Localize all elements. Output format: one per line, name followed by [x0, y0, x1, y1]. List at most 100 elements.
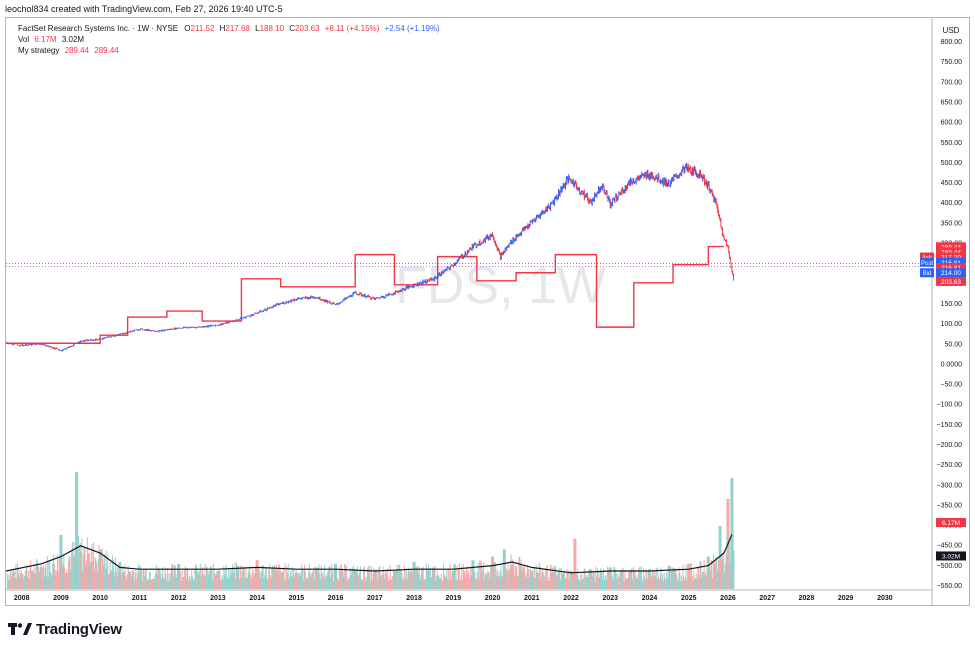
volume-bar [358, 574, 360, 589]
volume-bar [699, 560, 701, 589]
volume-bar [387, 567, 389, 589]
volume-bar [190, 577, 192, 589]
volume-bar [141, 580, 143, 589]
volume-bar [300, 572, 302, 589]
volume-bar [624, 570, 626, 589]
volume-bar [628, 571, 630, 589]
volume-bar [430, 577, 432, 589]
volume-bar [368, 573, 370, 589]
volume-bar [688, 577, 690, 589]
tradingview-logo[interactable]: TradingView [8, 620, 122, 638]
volume-bar [267, 580, 269, 589]
volume-bar [356, 566, 358, 589]
volume-bar [641, 578, 643, 589]
volume-bar [341, 568, 343, 589]
volume-bar [373, 567, 375, 589]
volume-bar [390, 579, 392, 589]
price-badge-tag [920, 252, 934, 262]
volume-bar [620, 571, 622, 589]
volume-bar [377, 579, 379, 589]
x-tick-label: 2021 [524, 595, 540, 602]
volume-bar [142, 570, 144, 589]
volume-bar [574, 580, 576, 589]
volume-bar [261, 565, 263, 589]
volume-bar [662, 573, 664, 589]
volume-bar [173, 575, 175, 589]
volume-bar [352, 567, 354, 589]
volume-bar [214, 574, 216, 589]
volume-bar [652, 570, 654, 589]
volume-bar [693, 570, 695, 589]
chart-frame[interactable]: FDS, 1W USD 800.00 750.00 700.00 650.00 600.00… [5, 17, 970, 606]
volume-bar [333, 580, 335, 589]
volume-bar [445, 575, 447, 589]
volume-bar [691, 575, 693, 589]
volume-bar [676, 574, 678, 589]
close-label: C [289, 24, 296, 33]
volume-bar [93, 570, 95, 589]
volume-bar [173, 564, 175, 589]
volume-bar [70, 569, 72, 589]
volume-bar [516, 567, 518, 589]
volume-bar [411, 572, 413, 589]
volume-bar [647, 578, 649, 589]
volume-bar [72, 557, 74, 589]
symbol-legend[interactable]: FactSet Research Systems Inc. · 1W · NYS… [18, 24, 440, 33]
volume-bar [476, 579, 478, 589]
volume-bar [320, 565, 322, 589]
volume-bar [119, 569, 121, 589]
y-tick-label: −150.00 [937, 422, 963, 429]
volume-bar [530, 579, 532, 589]
volume-bar [396, 564, 398, 589]
volume-bar [432, 579, 434, 589]
volume-bar [232, 573, 234, 589]
y-tick-label: −550.00 [937, 583, 963, 590]
volume-bar [43, 576, 45, 589]
volume-bar [595, 566, 597, 589]
volume-bar [425, 578, 427, 589]
volume-bar [511, 565, 513, 589]
volume-bar [520, 563, 522, 589]
strategy-legend[interactable]: My strategy 289.44 289.44 [18, 46, 119, 55]
volume-bar [78, 547, 80, 589]
volume-bar [309, 573, 311, 589]
volume-bar [308, 571, 310, 589]
volume-bar [687, 578, 689, 589]
volume-bar [374, 571, 376, 589]
volume-bar [611, 575, 613, 589]
volume-bar [218, 574, 220, 589]
volume-bar [137, 573, 139, 589]
volume-bar [571, 571, 573, 589]
volume-bar [107, 554, 109, 589]
x-tick-label: 2016 [328, 595, 344, 602]
volume-bar [495, 575, 497, 589]
volume-bar [219, 568, 221, 589]
volume-bar [677, 580, 679, 589]
price-chart[interactable]: FDS, 1W USD 800.00 750.00 700.00 650.00 600.00… [6, 18, 969, 605]
volume-bar [407, 578, 409, 589]
volume-bar [617, 573, 619, 589]
volume-bar [57, 571, 59, 589]
volume-bar [582, 579, 584, 589]
volume-bar [81, 537, 83, 589]
volume-bar [168, 573, 170, 589]
volume-bar [374, 569, 376, 589]
volume-bar [400, 569, 402, 589]
volume-bar [388, 581, 390, 589]
volume-bar [614, 569, 616, 589]
volume-bar [235, 562, 237, 589]
volume-bar [545, 569, 547, 589]
volume-bar [229, 567, 231, 589]
volume-bar [508, 569, 510, 589]
volume-bar [210, 566, 212, 589]
volume-bar [104, 553, 106, 589]
volume-bar [147, 578, 149, 589]
volume-bar [370, 581, 372, 589]
chart-credit: leochol834 created with TradingView.com,… [5, 4, 283, 14]
volume-legend[interactable]: Vol 6.17M 3.02M [18, 35, 84, 44]
volume-bar [346, 580, 348, 589]
volume-bar [287, 563, 289, 589]
volume-bar [487, 571, 489, 589]
volume-bar [87, 571, 89, 589]
volume-bar [303, 568, 305, 589]
